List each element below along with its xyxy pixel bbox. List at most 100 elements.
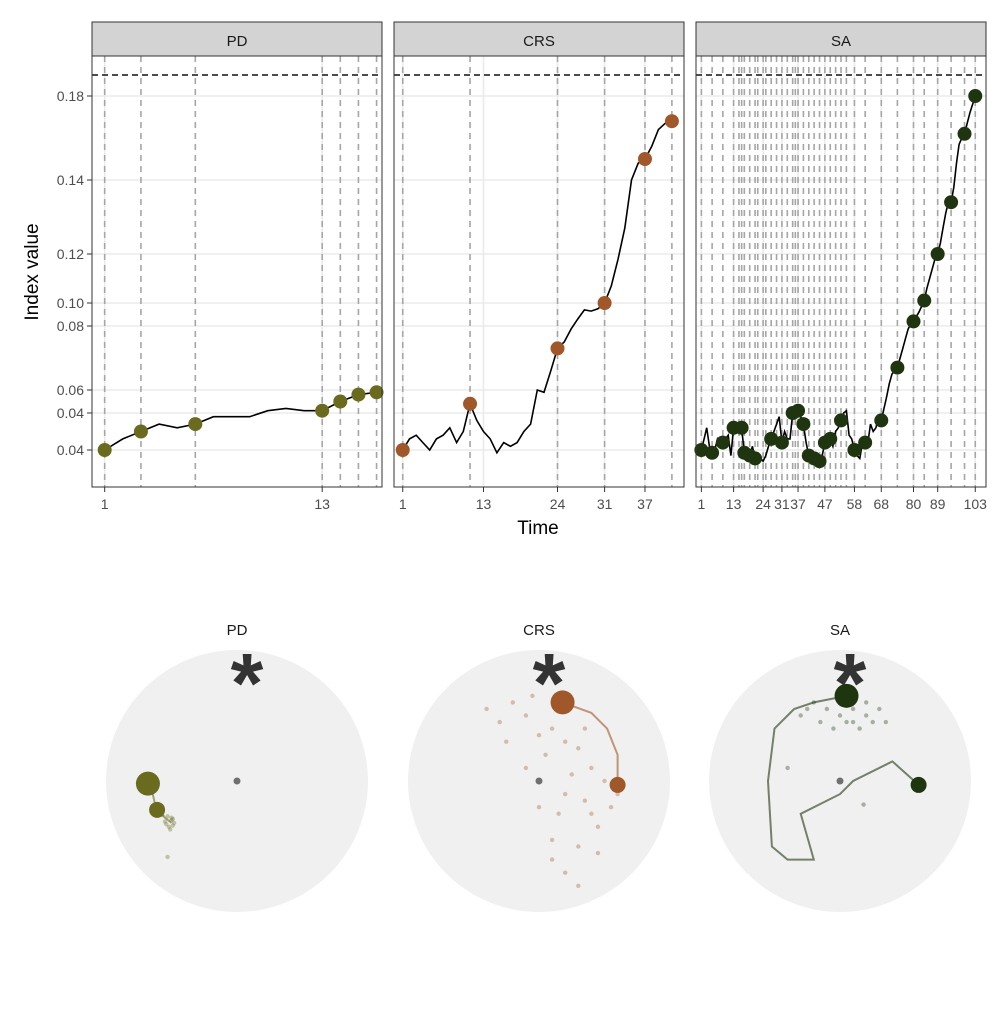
milestone-point xyxy=(550,690,575,715)
facet-strip-label: CRS xyxy=(523,33,555,50)
x-tick-label: 1 xyxy=(697,496,705,512)
trajectory-path xyxy=(766,694,920,861)
data-point xyxy=(791,403,806,418)
data-point xyxy=(930,247,945,261)
x-tick-label: 103 xyxy=(964,496,988,512)
center-point xyxy=(233,777,241,785)
panel-pd: PD 1 13 xyxy=(91,21,384,512)
data-point xyxy=(705,445,720,460)
data-point xyxy=(764,431,779,446)
data-point xyxy=(968,89,983,103)
data-point xyxy=(890,360,905,375)
cloud-point xyxy=(844,719,849,725)
data-point xyxy=(834,413,848,428)
panel-border xyxy=(91,55,383,488)
cloud-point xyxy=(170,823,176,828)
facet-strip-label: SA xyxy=(831,33,851,50)
cloud-point xyxy=(167,827,173,832)
facet-strip-label: PD xyxy=(227,33,248,50)
data-point xyxy=(917,293,932,308)
x-tick-label: 13 xyxy=(314,496,330,512)
cloud-point xyxy=(576,844,581,849)
data-point xyxy=(874,413,889,428)
panel-sa: SA 1 13 24 31 37 47 58 68 80 89 103 xyxy=(694,21,988,512)
cloud-point xyxy=(824,706,830,712)
data-point xyxy=(333,394,348,409)
milestone-point xyxy=(609,776,626,793)
cloud-point xyxy=(589,811,594,816)
milestone-point xyxy=(910,776,927,793)
cloud-point xyxy=(563,870,568,875)
panel-border xyxy=(695,55,987,488)
data-point xyxy=(906,314,921,329)
data-point xyxy=(796,417,811,432)
cloud-point xyxy=(170,816,176,822)
data-point xyxy=(858,435,873,450)
data-point xyxy=(133,424,148,439)
data-point xyxy=(694,443,709,457)
cloud-point xyxy=(549,837,555,843)
series-line xyxy=(402,120,673,455)
facet-strip xyxy=(91,21,383,57)
cloud-point xyxy=(785,765,790,771)
data-point xyxy=(812,454,827,469)
cloud-point xyxy=(576,883,581,888)
data-point xyxy=(315,403,330,418)
x-tick-label: 13 xyxy=(726,496,742,512)
cloud-point xyxy=(543,752,548,757)
y-tick-label: 0.14 xyxy=(57,172,84,188)
y-tick-label: 0.10 xyxy=(57,295,84,311)
y-axis-title: Index value xyxy=(22,223,43,320)
target-marker: * xyxy=(231,636,264,730)
cloud-point xyxy=(850,719,856,725)
x-tick-label: 24 xyxy=(755,496,771,512)
cloud-point xyxy=(798,713,803,718)
data-point xyxy=(748,451,763,466)
disc-title: CRS xyxy=(523,622,555,639)
x-tick-label: 68 xyxy=(873,496,889,512)
cloud-point xyxy=(171,820,177,826)
data-point xyxy=(734,420,749,435)
center-point xyxy=(836,777,844,785)
data-point xyxy=(637,152,652,166)
center-point xyxy=(535,777,543,785)
cloud-point xyxy=(569,772,574,777)
trajectory-path xyxy=(562,701,619,781)
y-tick-label: 0.06 xyxy=(57,382,84,398)
y-tick-label: 0.04 xyxy=(57,442,84,458)
x-tick-label: 89 xyxy=(930,496,946,512)
cloud-point xyxy=(162,819,168,824)
data-point xyxy=(847,443,862,457)
cloud-point xyxy=(870,719,875,725)
x-tick-label: 31 xyxy=(597,496,613,512)
cloud-point xyxy=(615,791,620,797)
data-point xyxy=(664,114,679,129)
panel-border xyxy=(393,55,685,488)
trajectory-discs: PD*CRS*SA* xyxy=(106,622,971,912)
cloud-point xyxy=(877,706,882,712)
facet-strip xyxy=(393,21,685,57)
cloud-point xyxy=(165,814,170,819)
data-point xyxy=(550,341,565,356)
cloud-point xyxy=(530,693,535,699)
cloud-point xyxy=(164,822,169,827)
disc-sa: SA* xyxy=(709,622,971,912)
panel-background xyxy=(92,56,382,487)
cloud-point xyxy=(831,726,836,731)
cloud-point xyxy=(602,778,607,784)
data-point xyxy=(463,396,478,411)
cloud-point xyxy=(504,739,509,744)
cloud-point xyxy=(563,739,568,744)
cloud-point xyxy=(582,726,588,731)
data-point xyxy=(823,431,838,446)
cloud-point xyxy=(857,726,862,731)
data-point xyxy=(369,385,384,400)
cloud-point xyxy=(166,824,172,830)
cloud-point xyxy=(837,713,843,718)
cloud-point xyxy=(549,857,555,862)
milestone-point xyxy=(135,771,160,796)
cloud-point xyxy=(861,802,866,807)
cloud-point xyxy=(165,854,170,860)
